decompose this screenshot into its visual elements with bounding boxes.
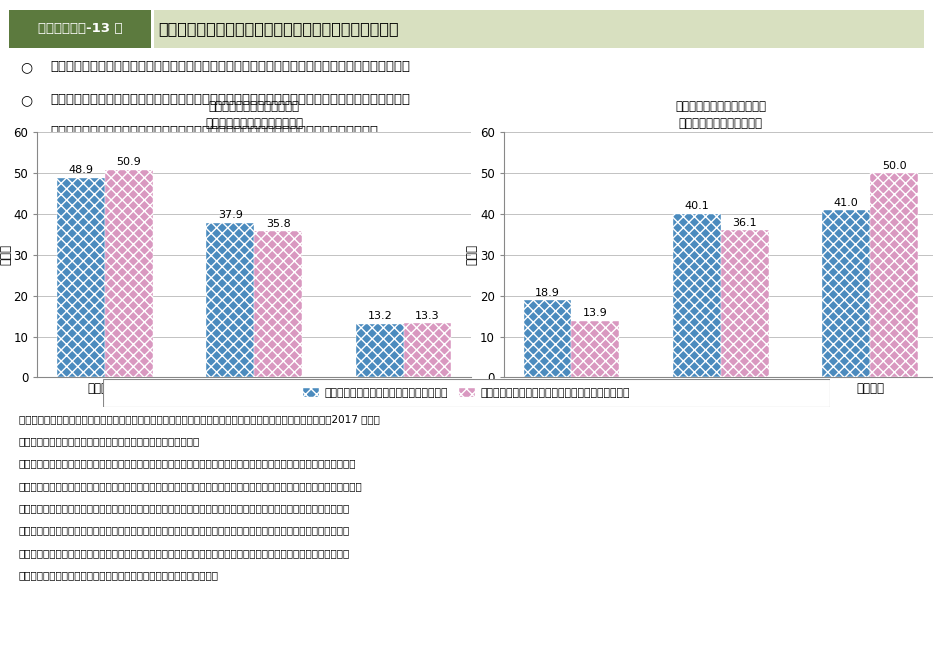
- Text: 会社主導ですべて決定する企業」より、転勤日までに余裕をもって従業員に打診している。: 会社主導ですべて決定する企業」より、転勤日までに余裕をもって従業員に打診している…: [50, 126, 379, 139]
- Text: 第２－（３）-13 図: 第２－（３）-13 図: [38, 22, 122, 35]
- Text: 37.9: 37.9: [218, 210, 243, 220]
- Title: 転勤命令の決定方法別にみた
転勤が生じる入社年次について: 転勤命令の決定方法別にみた 転勤が生じる入社年次について: [205, 100, 303, 130]
- Legend: 転勤命令を会社主導ですべて決定する企業, 転勤命令は社員の意見・希望を踏まえ決定する企業: 転勤命令を会社主導ですべて決定する企業, 転勤命令は社員の意見・希望を踏まえ決定…: [299, 383, 634, 402]
- Text: ○: ○: [21, 93, 33, 107]
- Text: 18.9: 18.9: [535, 288, 560, 298]
- Bar: [9, 10, 151, 48]
- Y-axis label: （％）: （％）: [466, 244, 479, 266]
- Text: ２）企業における転勤命令の決定方法については、勤め先企業に対する正社員の評価に基づき分類しており、: ２）企業における転勤命令の決定方法については、勤め先企業に対する正社員の評価に基…: [19, 503, 350, 513]
- Text: 36.1: 36.1: [732, 218, 757, 227]
- Text: 40.1: 40.1: [685, 202, 709, 211]
- Text: 転勤の目的に「社員の人材育成」「幹部の選抜・育成」「顧客・社内の人脈形成」を選択している企業を指す。: 転勤の目的に「社員の人材育成」「幹部の選抜・育成」「顧客・社内の人脈形成」を選択…: [19, 481, 362, 491]
- Y-axis label: （％）: （％）: [0, 244, 12, 266]
- Bar: [870, 173, 918, 377]
- Bar: [355, 323, 404, 377]
- Bar: [154, 10, 924, 48]
- Bar: [404, 323, 452, 377]
- Bar: [523, 300, 571, 377]
- Title: 転勤命令の決定方法別にみた
転勤前の打診期間について: 転勤命令の決定方法別にみた 転勤前の打診期間について: [675, 100, 766, 130]
- Bar: [254, 231, 302, 377]
- Bar: [673, 214, 720, 377]
- Text: 50.9: 50.9: [117, 157, 141, 167]
- Bar: [57, 178, 104, 377]
- Text: 所属している正社員が「転勤命令は会社主導ですべて決められている」に「近い」「やや近い」と回答して: 所属している正社員が「転勤命令は会社主導ですべて決められている」に「近い」「やや…: [19, 526, 350, 535]
- Text: 新卒者が入社後に転勤が生じることが多い年次は、「３年目以下」が約５割と最も多くなっている。: 新卒者が入社後に転勤が生じることが多い年次は、「３年目以下」が約５割と最も多くな…: [50, 60, 411, 73]
- Bar: [571, 321, 620, 377]
- Text: 13.3: 13.3: [415, 310, 439, 321]
- Text: 50.0: 50.0: [882, 161, 906, 171]
- Text: いる」に「近い」「やや近い」と回答している企業を指す。: いる」に「近い」「やや近い」と回答している企業を指す。: [19, 570, 218, 580]
- Text: 転勤命令の決定方法別にみた転勤をめぐる状況について: 転勤命令の決定方法別にみた転勤をめぐる状況について: [159, 21, 399, 36]
- Text: 資料出所　（独）労働政策研究・研修機構「企業の転勤の実態に関する調査（企業調査票・正社員調査票）」（2017 年）の: 資料出所 （独）労働政策研究・研修機構「企業の転勤の実態に関する調査（企業調査票…: [19, 414, 380, 424]
- Text: ○: ○: [21, 60, 33, 75]
- Text: 転勤前の打診日をみると、「転勤命令は社員の意見・希望を踏まえ決定する企業」は、「転勤命令を: 転勤前の打診日をみると、「転勤命令は社員の意見・希望を踏まえ決定する企業」は、「…: [50, 93, 411, 106]
- Text: （注）　１）転勤を人材育成の一環と考える企業の回答結果をまとめている。転勤を人材育成の一環と考える企業とは、: （注） １）転勤を人材育成の一環と考える企業の回答結果をまとめている。転勤を人材…: [19, 459, 356, 469]
- Bar: [822, 210, 870, 377]
- Text: 41.0: 41.0: [834, 198, 858, 207]
- Text: 35.8: 35.8: [266, 219, 290, 229]
- Bar: [206, 223, 254, 377]
- Text: 個票を厚生労働省労働政策担当参事官室にて独自集計: 個票を厚生労働省労働政策担当参事官室にて独自集計: [19, 436, 200, 446]
- Bar: [720, 230, 769, 377]
- Text: 13.2: 13.2: [368, 311, 392, 321]
- Text: 13.9: 13.9: [583, 308, 607, 318]
- Text: いる企業を指す。また、同様に所属している正社員が「転勤命令は社員の意見・希望を踏まえて決められて: いる企業を指す。また、同様に所属している正社員が「転勤命令は社員の意見・希望を踏…: [19, 548, 350, 558]
- Bar: [104, 170, 153, 377]
- Text: 48.9: 48.9: [68, 165, 93, 176]
